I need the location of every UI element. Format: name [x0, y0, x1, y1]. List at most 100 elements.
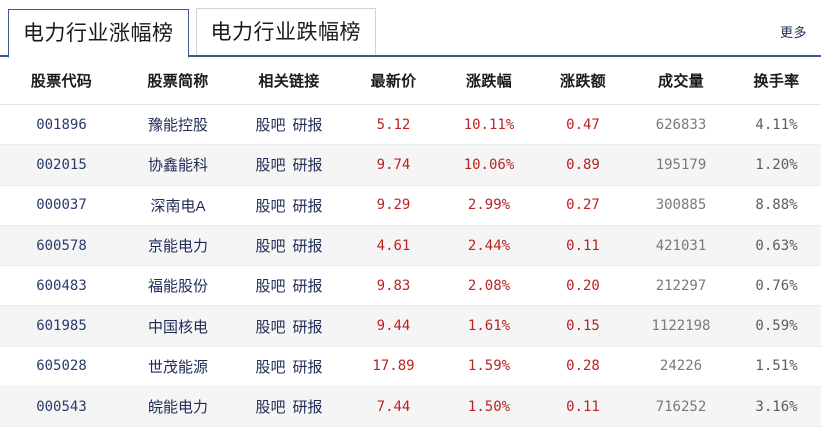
cell-related-links: 股吧 研报 — [233, 386, 345, 427]
stock-table: 股票代码 股票简称 相关链接 最新价 涨跌幅 涨跌额 成交量 换手率 00189… — [0, 57, 821, 427]
cell-stock-code[interactable]: 600483 — [0, 265, 123, 307]
cell-change-amount: 0.47 — [536, 104, 630, 146]
column-header-code[interactable]: 股票代码 — [0, 57, 123, 105]
cell-change-percent: 1.61% — [442, 305, 536, 347]
column-header-turnover[interactable]: 换手率 — [732, 57, 821, 105]
cell-related-links: 股吧 研报 — [233, 265, 345, 307]
cell-stock-name[interactable]: 皖能电力 — [123, 386, 233, 427]
guba-link[interactable]: 股吧 — [255, 238, 286, 256]
cell-change-percent: 10.06% — [442, 144, 536, 186]
column-header-change-amt[interactable]: 涨跌额 — [536, 57, 630, 105]
cell-turnover-rate: 0.63% — [732, 225, 821, 267]
cell-stock-code[interactable]: 000037 — [0, 185, 123, 226]
cell-stock-name[interactable]: 深南电A — [123, 185, 233, 226]
cell-volume: 421031 — [630, 225, 732, 267]
cell-volume: 195179 — [630, 144, 732, 186]
cell-change-amount: 0.27 — [536, 185, 630, 226]
table-row[interactable]: 605028 世茂能源 股吧 研报 17.89 1.59% 0.28 24226 1.51% — [0, 346, 821, 388]
cell-turnover-rate: 1.51% — [732, 346, 821, 388]
cell-latest-price: 4.61 — [345, 225, 442, 267]
table-row[interactable]: 000037 深南电A 股吧 研报 9.29 2.99% 0.27 300885 8.88% — [0, 185, 821, 226]
cell-volume: 24226 — [630, 346, 732, 388]
cell-stock-code[interactable]: 000543 — [0, 386, 123, 427]
cell-change-percent: 2.99% — [442, 185, 536, 226]
tab-power-gainers[interactable]: 电力行业涨幅榜 — [8, 9, 189, 58]
cell-change-percent: 10.11% — [442, 104, 536, 146]
column-header-links: 相关链接 — [233, 57, 345, 105]
guba-link[interactable]: 股吧 — [255, 399, 286, 417]
cell-stock-code[interactable]: 605028 — [0, 346, 123, 388]
cell-stock-name[interactable]: 豫能控股 — [123, 104, 233, 146]
table-body: 001896 豫能控股 股吧 研报 5.12 10.11% 0.47 626833 4.11% 0… — [0, 104, 821, 427]
cell-related-links: 股吧 研报 — [233, 225, 345, 267]
guba-link[interactable]: 股吧 — [255, 358, 286, 376]
research-report-link[interactable]: 研报 — [292, 238, 323, 256]
column-header-price[interactable]: 最新价 — [345, 57, 442, 105]
cell-turnover-rate: 4.11% — [732, 104, 821, 146]
cell-volume: 300885 — [630, 185, 732, 226]
cell-stock-code[interactable]: 002015 — [0, 144, 123, 186]
cell-latest-price: 9.83 — [345, 265, 442, 307]
cell-stock-name[interactable]: 协鑫能科 — [123, 144, 233, 186]
guba-link[interactable]: 股吧 — [255, 318, 286, 336]
cell-turnover-rate: 8.88% — [732, 185, 821, 226]
guba-link[interactable]: 股吧 — [255, 197, 286, 215]
cell-stock-code[interactable]: 600578 — [0, 225, 123, 267]
table-row[interactable]: 601985 中国核电 股吧 研报 9.44 1.61% 0.15 1122198 0.59% — [0, 305, 821, 347]
cell-latest-price: 5.12 — [345, 104, 442, 146]
research-report-link[interactable]: 研报 — [292, 399, 323, 417]
research-report-link[interactable]: 研报 — [292, 318, 323, 336]
cell-stock-name[interactable]: 中国核电 — [123, 305, 233, 347]
cell-change-amount: 0.28 — [536, 346, 630, 388]
cell-stock-name[interactable]: 福能股份 — [123, 265, 233, 307]
table-row[interactable]: 600483 福能股份 股吧 研报 9.83 2.08% 0.20 212297 0.76% — [0, 265, 821, 307]
tab-bar-rule — [0, 55, 821, 57]
cell-change-amount: 0.11 — [536, 225, 630, 267]
cell-turnover-rate: 0.76% — [732, 265, 821, 307]
cell-related-links: 股吧 研报 — [233, 185, 345, 226]
more-link[interactable]: 更多 — [779, 25, 807, 40]
table-row[interactable]: 002015 协鑫能科 股吧 研报 9.74 10.06% 0.89 195179 1.20% — [0, 144, 821, 186]
research-report-link[interactable]: 研报 — [292, 278, 323, 296]
cell-change-percent: 2.44% — [442, 225, 536, 267]
guba-link[interactable]: 股吧 — [255, 278, 286, 296]
cell-volume: 212297 — [630, 265, 732, 307]
table-row[interactable]: 001896 豫能控股 股吧 研报 5.12 10.11% 0.47 626833 4.11% — [0, 104, 821, 146]
cell-volume: 716252 — [630, 386, 732, 427]
column-header-change-pct[interactable]: 涨跌幅 — [442, 57, 536, 105]
column-header-volume[interactable]: 成交量 — [630, 57, 732, 105]
cell-stock-code[interactable]: 001896 — [0, 104, 123, 146]
cell-related-links: 股吧 研报 — [233, 104, 345, 146]
research-report-link[interactable]: 研报 — [292, 197, 323, 215]
table-header-row: 股票代码 股票简称 相关链接 最新价 涨跌幅 涨跌额 成交量 换手率 — [0, 57, 821, 105]
cell-stock-name[interactable]: 世茂能源 — [123, 346, 233, 388]
cell-latest-price: 9.44 — [345, 305, 442, 347]
cell-stock-name[interactable]: 京能电力 — [123, 225, 233, 267]
research-report-link[interactable]: 研报 — [292, 117, 323, 135]
table-row[interactable]: 600578 京能电力 股吧 研报 4.61 2.44% 0.11 421031 0.63% — [0, 225, 821, 267]
cell-change-amount: 0.15 — [536, 305, 630, 347]
cell-related-links: 股吧 研报 — [233, 305, 345, 347]
cell-change-amount: 0.11 — [536, 386, 630, 427]
cell-volume: 626833 — [630, 104, 732, 146]
research-report-link[interactable]: 研报 — [292, 157, 323, 175]
cell-change-amount: 0.89 — [536, 144, 630, 186]
research-report-link[interactable]: 研报 — [292, 358, 323, 376]
cell-turnover-rate: 0.59% — [732, 305, 821, 347]
cell-latest-price: 7.44 — [345, 386, 442, 427]
guba-link[interactable]: 股吧 — [255, 157, 286, 175]
cell-volume: 1122198 — [630, 305, 732, 347]
column-header-name[interactable]: 股票简称 — [123, 57, 233, 105]
cell-turnover-rate: 3.16% — [732, 386, 821, 427]
cell-change-percent: 1.59% — [442, 346, 536, 388]
table-row[interactable]: 000543 皖能电力 股吧 研报 7.44 1.50% 0.11 716252 3.16% — [0, 386, 821, 427]
cell-related-links: 股吧 研报 — [233, 346, 345, 388]
tab-list: 电力行业涨幅榜 电力行业跌幅榜 — [8, 8, 376, 58]
cell-change-percent: 1.50% — [442, 386, 536, 427]
tab-bar: 电力行业涨幅榜 电力行业跌幅榜 更多 — [0, 0, 821, 58]
cell-turnover-rate: 1.20% — [732, 144, 821, 186]
tab-power-losers[interactable]: 电力行业跌幅榜 — [195, 8, 376, 57]
cell-stock-code[interactable]: 601985 — [0, 305, 123, 347]
guba-link[interactable]: 股吧 — [255, 117, 286, 135]
